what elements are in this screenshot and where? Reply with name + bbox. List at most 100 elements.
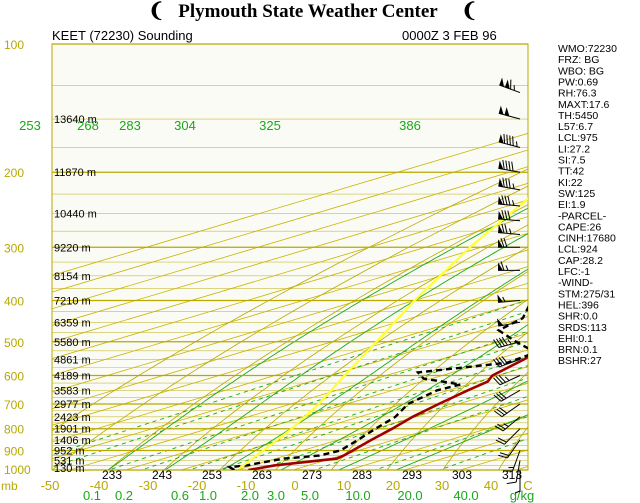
wind-barb-pennant [498, 178, 504, 187]
index-line: CAPE:26 [558, 221, 601, 233]
temperature-tick-label: 20 [386, 478, 400, 493]
theta-label-bottom: 253 [202, 468, 222, 482]
isotherm [125, 349, 528, 470]
isotherm [52, 249, 528, 393]
wind-barb [498, 160, 521, 173]
wind-barb-feather [501, 210, 505, 220]
height-label: 11870 m [54, 167, 96, 179]
mixing-ratio-label: 2.0 [241, 488, 259, 503]
isotherm [52, 232, 528, 376]
wind-barb [498, 195, 521, 207]
temperature-line [248, 355, 528, 470]
wind-barb-pennant [498, 224, 504, 234]
dry-adiabat [498, 426, 528, 470]
wind-barb-half-feather [504, 376, 510, 381]
wind-barb-staff [499, 375, 521, 386]
theta-label-bottom: 243 [152, 468, 172, 482]
pressure-tick-label: 200 [4, 166, 24, 180]
height-label: 130 m [54, 463, 85, 475]
mixing-ratio-label: 40.0 [453, 488, 478, 503]
mixing-ratio-line [187, 355, 528, 470]
wind-barb [496, 318, 521, 327]
index-line: SHR:0.0 [558, 311, 598, 323]
wind-barb-staff [504, 428, 521, 445]
wind-barb-pennant [498, 210, 504, 220]
dry-adiabat [52, 185, 528, 470]
index-line: LCL:924 [558, 244, 598, 256]
wind-barb-half-feather [508, 228, 512, 234]
theta-label-top: 268 [77, 118, 99, 133]
index-line: FRZ: BG [558, 54, 599, 66]
mixing-ratio-label: 5.0 [301, 488, 319, 503]
wind-barb-pennant [498, 105, 504, 115]
wind-barb-staff [502, 416, 521, 432]
index-line: PW:0.69 [558, 76, 598, 88]
title-group: ❨ Plymouth State Weather Center ❨ [148, 0, 478, 22]
mixing-ratio-label: 0.6 [171, 488, 189, 503]
height-label: 3583 m [54, 385, 91, 397]
mixing-ratio-label: 20.0 [397, 488, 422, 503]
theta-label-top: 304 [174, 118, 196, 133]
wind-barb [498, 177, 521, 191]
mixing-ratio-label: 0.1 [83, 488, 101, 503]
wind-barb [493, 356, 521, 368]
height-label: 7210 m [54, 295, 91, 307]
dry-adiabat [219, 246, 528, 470]
isotherm [237, 382, 528, 470]
wind-barb-pennant [504, 79, 510, 89]
isotherm [69, 332, 528, 470]
wind-barb-feather [493, 377, 501, 386]
index-line: BRN:0.1 [558, 344, 598, 356]
wind-barb-feather [501, 223, 505, 234]
wind-barb-pennant [504, 107, 510, 117]
dry-adiabat [163, 224, 528, 470]
wind-barb-feather [498, 337, 505, 347]
dry-adiabat [330, 298, 528, 470]
wind-barb-feather [507, 195, 511, 206]
index-line: SW:125 [558, 188, 595, 200]
pressure-tick-label: 700 [4, 398, 24, 412]
temperature-tick-label: -30 [139, 478, 158, 493]
dry-adiabat [274, 270, 528, 470]
height-label: 5580 m [54, 337, 91, 349]
wind-barb-half-feather [505, 265, 509, 271]
index-line: SRDS:113 [558, 322, 607, 334]
wind-barb-staff [498, 341, 521, 348]
wind-barb-pennant [497, 294, 504, 303]
wind-barb-feather [504, 224, 508, 234]
moist-adiabat [164, 233, 528, 470]
wind-barb-feather [506, 134, 508, 145]
isotherm [52, 199, 528, 343]
wind-barb-pennant [498, 160, 504, 170]
wind-barb-feather [502, 177, 505, 188]
mixing-ratio-label: 10.0 [345, 488, 370, 503]
wind-barb-pennant [498, 196, 504, 205]
wind-barb-feather [496, 338, 503, 347]
sounding-series [226, 197, 528, 470]
wind-barb [502, 450, 521, 472]
wind-barb-feather [494, 410, 503, 418]
pressure-tick-label: 800 [4, 423, 24, 437]
wind-barb-feather [495, 439, 505, 445]
height-label: 6359 m [54, 317, 91, 329]
time-label: 0000Z 3 FEB 96 [402, 28, 497, 43]
wind-barb [499, 77, 521, 94]
pressure-tick-label: 300 [4, 241, 24, 255]
mixing-ratio-line [107, 330, 528, 470]
isotherm [52, 266, 528, 410]
index-line: TT:42 [558, 166, 584, 178]
index-line: EHI:0.1 [558, 333, 593, 345]
wind-barb-half-feather [511, 200, 515, 206]
wind-barb-half-feather [514, 490, 521, 494]
index-line: KI:22 [558, 177, 583, 189]
index-line: EI:1.9 [558, 199, 586, 211]
mixing-ratio-unit-label: g/kg [510, 488, 535, 503]
pressure-tick-label: 400 [4, 294, 24, 308]
index-line: -PARCEL- [558, 210, 607, 222]
wind-barb-staff [498, 112, 521, 120]
height-label: 2423 m [54, 412, 91, 424]
index-line: BSHR:27 [558, 355, 602, 367]
mixing-ratio-line [217, 365, 528, 470]
temperature-tick-label: -10 [237, 478, 256, 493]
